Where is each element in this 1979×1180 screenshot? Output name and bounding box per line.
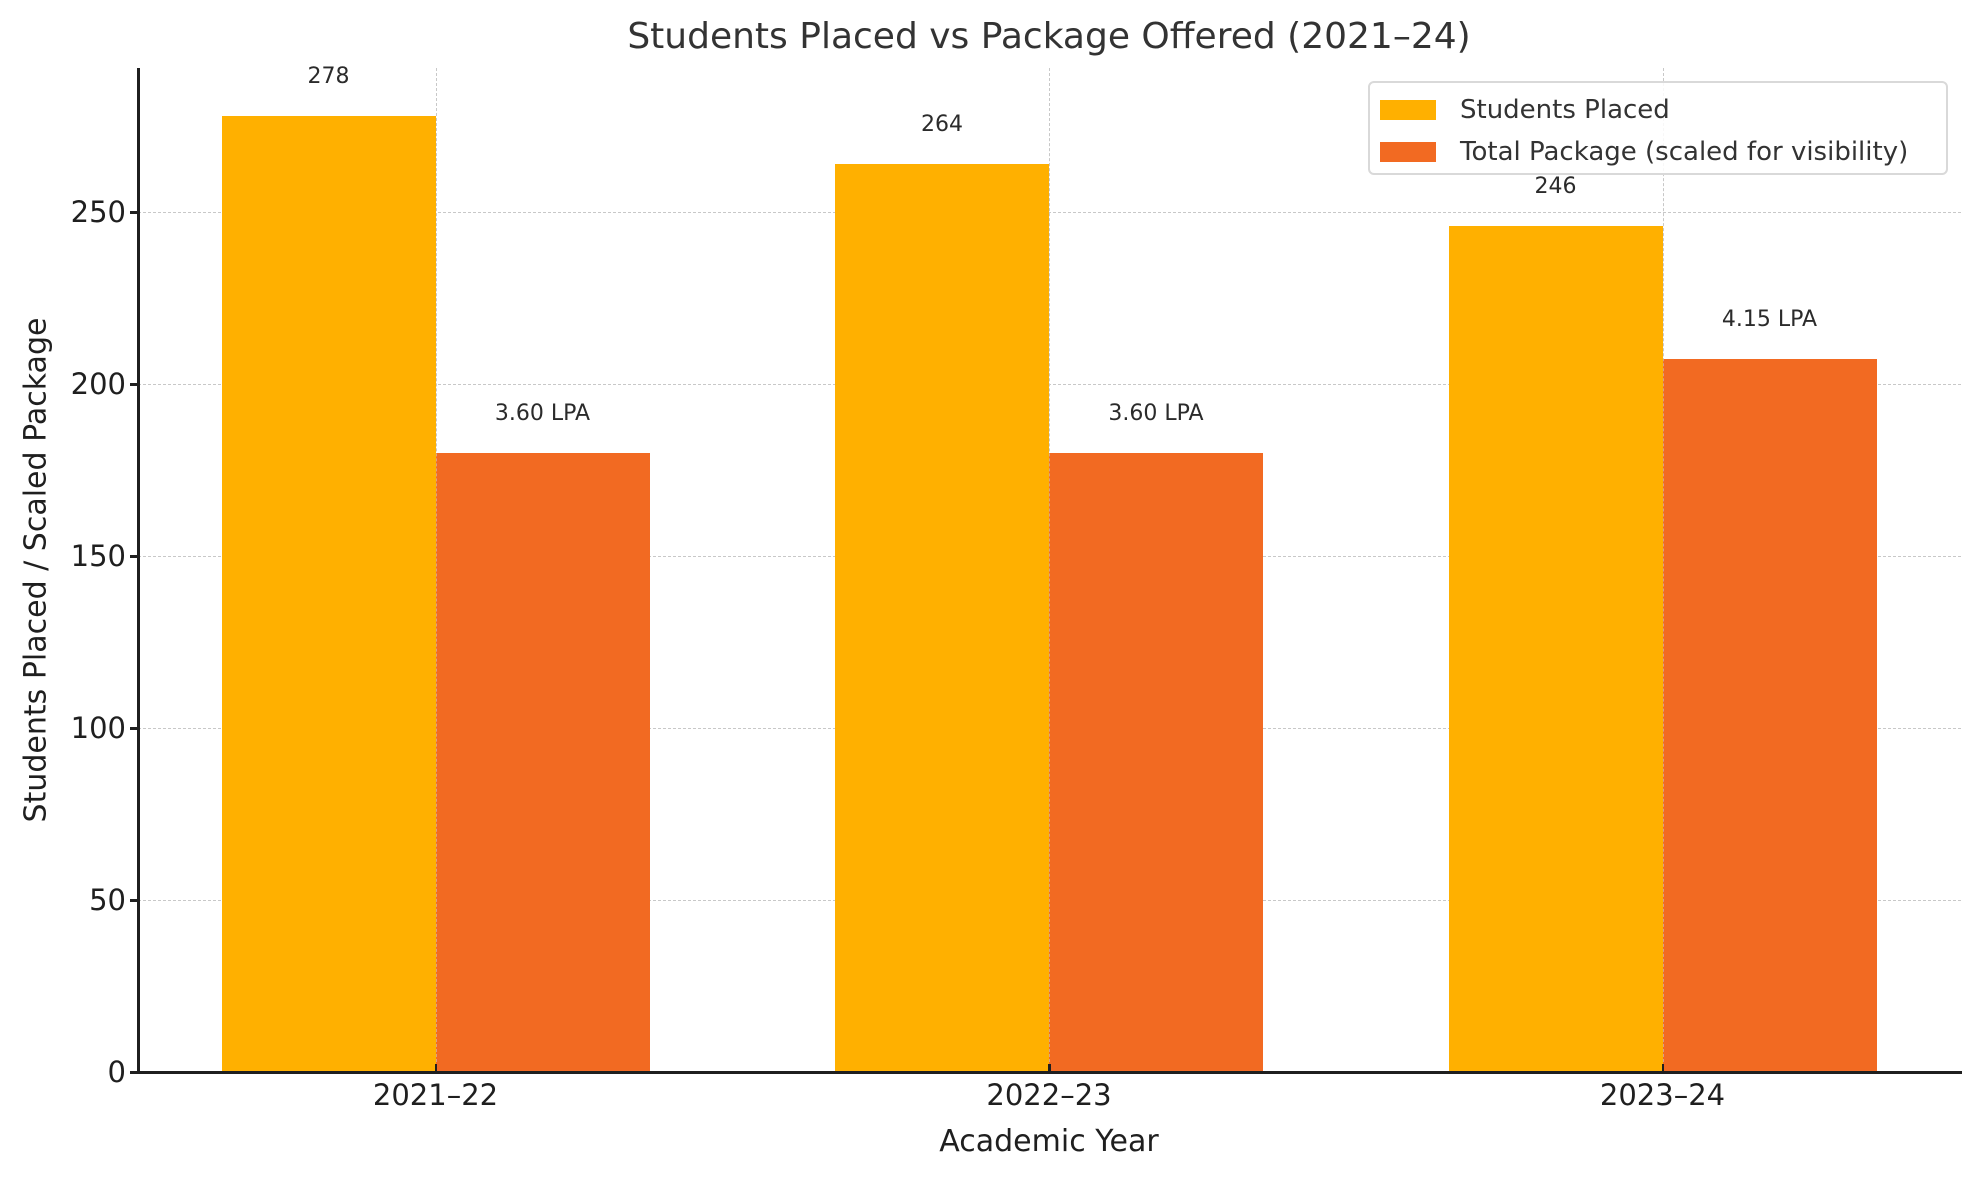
x-axis-line [137, 1071, 1962, 1074]
legend-item-students-placed: Students Placed [1380, 93, 1670, 127]
y-tick-label: 0 [107, 1055, 126, 1089]
gridline-vertical [1049, 68, 1050, 1072]
y-tick [130, 899, 138, 902]
bar-value-label: 3.60 LPA [1108, 401, 1204, 427]
bar-value-label: 264 [921, 112, 963, 138]
y-tick [130, 727, 138, 730]
legend-item-total-package: Total Package (scaled for visibility) [1380, 135, 1908, 169]
legend-label: Students Placed [1460, 95, 1670, 125]
legend-swatch-total-package [1380, 142, 1436, 162]
legend-label: Total Package (scaled for visibility) [1460, 137, 1909, 167]
bar-value-label: 3.60 LPA [494, 401, 591, 427]
bar-students-placed [1448, 226, 1663, 1072]
x-tick-label: 2021–22 [372, 1078, 499, 1112]
bar-total-package [1049, 453, 1263, 1072]
bar-students-placed [221, 116, 436, 1072]
x-tick [1661, 1064, 1664, 1072]
bar-total-package [1662, 358, 1877, 1072]
bar-value-label: 4.15 LPA [1721, 306, 1818, 332]
x-tick [434, 1064, 437, 1072]
bar-total-package [435, 453, 650, 1072]
gridline-vertical [435, 68, 437, 1072]
y-tick-label: 250 [70, 195, 126, 230]
bar-value-label: 246 [1534, 174, 1577, 200]
y-tick [130, 555, 138, 558]
bar-students-placed [835, 164, 1049, 1072]
chart-title: Students Placed vs Package Offered (2021… [627, 16, 1471, 57]
y-tick-label: 150 [70, 539, 126, 574]
y-tick [130, 211, 138, 214]
bar-value-label: 278 [307, 64, 350, 90]
y-tick-label: 50 [89, 883, 126, 918]
x-tick [1048, 1064, 1051, 1072]
y-tick-label: 200 [70, 367, 126, 402]
y-tick-label: 100 [70, 711, 126, 746]
legend-swatch-students-placed [1380, 100, 1436, 120]
y-tick [130, 1071, 138, 1074]
gridline-vertical [1662, 68, 1664, 1072]
x-tick-label: 2022–23 [986, 1078, 1112, 1112]
y-axis-line [137, 68, 140, 1074]
x-tick-label: 2023–24 [1599, 1078, 1726, 1112]
y-tick [130, 383, 138, 386]
x-axis-label: Academic Year [939, 1124, 1159, 1159]
legend: Students Placed Total Package (scaled fo… [1368, 81, 1948, 175]
